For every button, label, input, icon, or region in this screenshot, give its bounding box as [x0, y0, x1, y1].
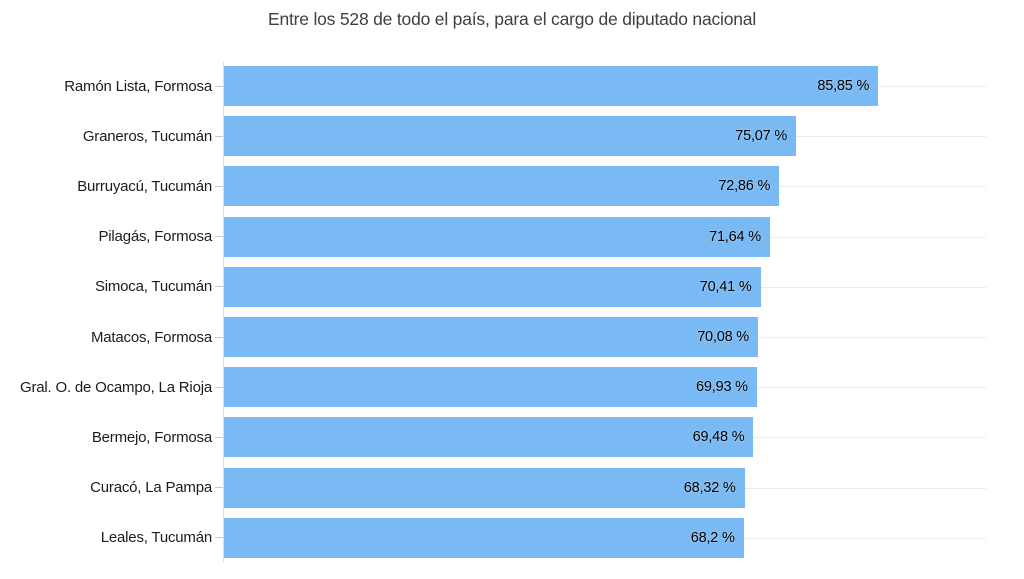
chart-row: Bermejo, Formosa 69,48 % [0, 412, 1024, 463]
axis-tick [215, 85, 223, 87]
plot-cell: 85,85 % [223, 61, 986, 112]
bar[interactable]: 75,07 % [224, 116, 797, 157]
bar[interactable]: 71,64 % [224, 216, 770, 257]
chart-row: Leales, Tucumán 68,2 % [0, 512, 1024, 563]
chart-row: Burruyacú, Tucumán 72,86 % [0, 161, 1024, 212]
category-label: Matacos, Formosa [90, 328, 212, 346]
chart-row: Curacó, La Pampa 68,32 % [0, 462, 1024, 513]
axis-tick [215, 185, 223, 187]
value-label: 72,86 % [718, 178, 771, 195]
category-label: Ramón Lista, Formosa [64, 77, 212, 95]
chart-row: Pilagás, Formosa 71,64 % [0, 211, 1024, 262]
chart-row: Graneros, Tucumán 75,07 % [0, 111, 1024, 162]
bar[interactable]: 69,48 % [224, 417, 754, 458]
category-label: Bermejo, Formosa [91, 428, 212, 446]
category-label: Pilagás, Formosa [98, 228, 212, 246]
value-label: 69,93 % [696, 379, 748, 396]
bar[interactable]: 72,86 % [224, 166, 780, 207]
axis-tick [215, 286, 223, 288]
plot-cell: 68,32 % [223, 462, 986, 513]
category-label: Leales, Tucumán [100, 529, 212, 547]
category-label: Curacó, La Pampa [90, 479, 212, 497]
axis-tick [215, 436, 223, 438]
value-label: 70,08 % [697, 329, 749, 346]
value-label: 68,32 % [683, 479, 736, 496]
bar[interactable]: 70,08 % [224, 317, 758, 358]
category-label: Burruyacú, Tucumán [77, 177, 212, 195]
axis-tick [215, 487, 223, 489]
plot-cell: 75,07 % [223, 111, 986, 162]
plot-cell: 69,48 % [223, 412, 986, 463]
axis-tick [215, 135, 223, 137]
category-label: Simoca, Tucumán [94, 278, 212, 296]
plot-cell: 72,86 % [223, 161, 986, 212]
axis-tick [215, 386, 223, 388]
bar[interactable]: 68,32 % [224, 467, 745, 508]
chart-row: Gral. O. de Ocampo, La Rioja 69,93 % [0, 362, 1024, 413]
value-label: 75,07 % [735, 128, 788, 145]
value-label: 70,41 % [699, 278, 752, 295]
plot-cell: 71,64 % [223, 211, 986, 262]
plot-cell: 69,93 % [223, 362, 986, 413]
category-label: Gral. O. de Ocampo, La Rioja [20, 378, 212, 396]
value-label: 71,64 % [709, 228, 761, 245]
bar[interactable]: 69,93 % [224, 367, 757, 408]
axis-tick [215, 236, 223, 238]
value-label: 85,85 % [817, 78, 870, 95]
bar[interactable]: 85,85 % [224, 66, 879, 107]
axis-tick [215, 336, 223, 338]
bar[interactable]: 68,2 % [224, 517, 744, 558]
category-label: Graneros, Tucumán [82, 127, 212, 145]
value-label: 69,48 % [692, 429, 745, 446]
chart-row: Simoca, Tucumán 70,41 % [0, 261, 1024, 312]
plot-cell: 70,08 % [223, 311, 986, 363]
bar[interactable]: 70,41 % [224, 266, 761, 307]
chart-row: Ramón Lista, Formosa 85,85 % [0, 61, 1024, 112]
plot-cell: 68,2 % [223, 512, 986, 563]
value-label: 68,2 % [690, 529, 735, 546]
chart-title: Entre los 528 de todo el país, para el c… [267, 9, 757, 29]
plot-cell: 70,41 % [223, 261, 986, 312]
axis-tick [215, 537, 223, 539]
chart-row: Matacos, Formosa 70,08 % [0, 311, 1024, 363]
chart-rows: Ramón Lista, Formosa 85,85 % Graneros, T… [0, 61, 1024, 563]
